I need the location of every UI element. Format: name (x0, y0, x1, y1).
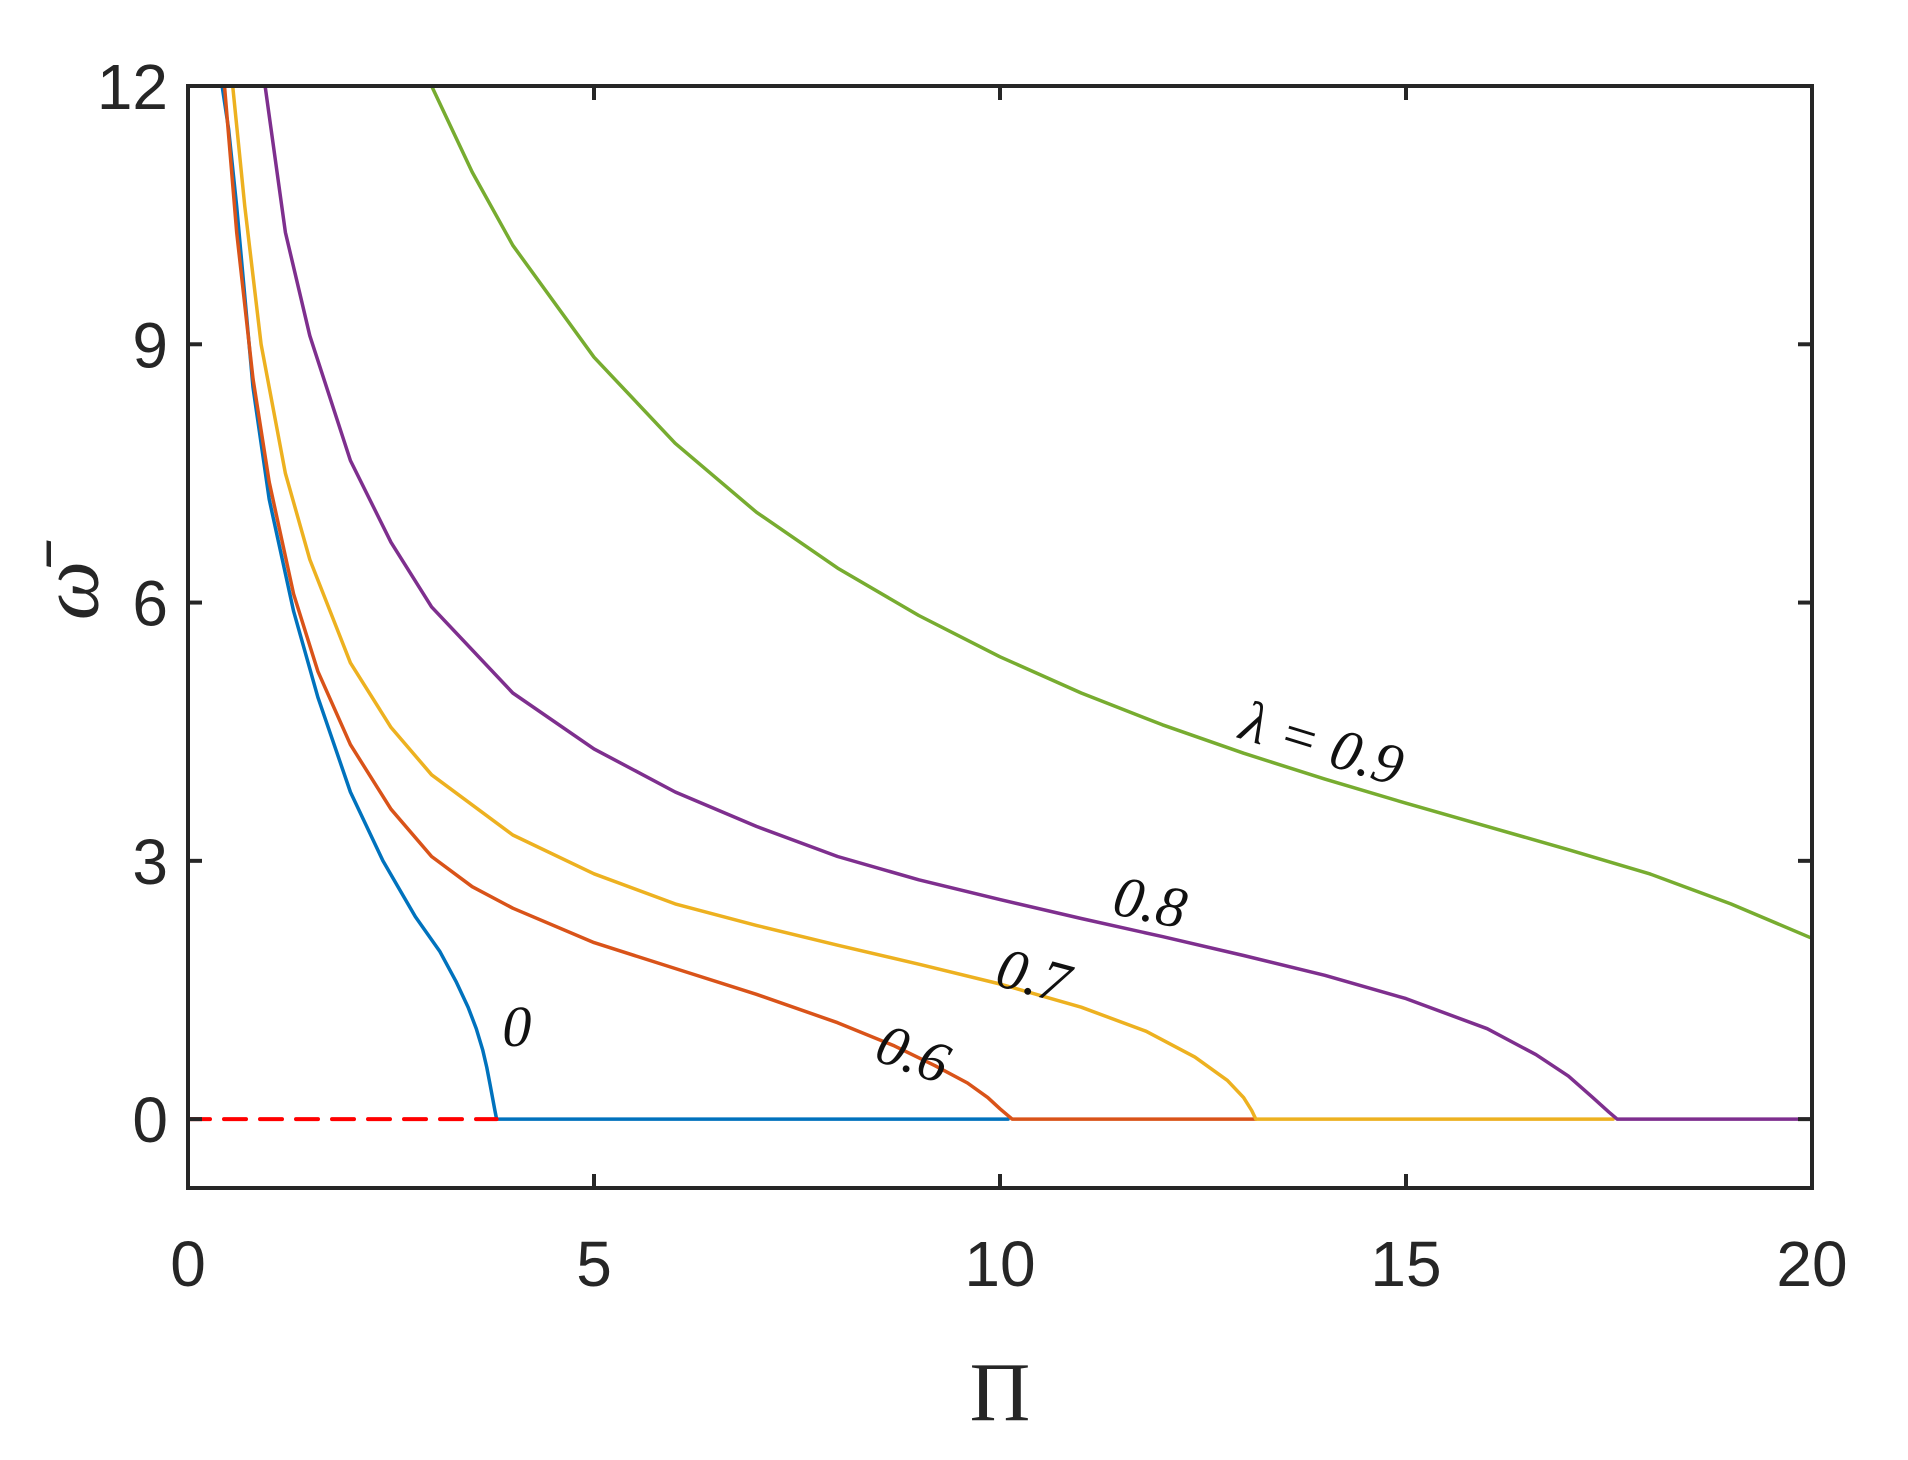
y-tick-label-12: 12 (97, 51, 168, 123)
series-line-0-9 (429, 84, 1814, 941)
plot-area-frame (186, 84, 1814, 1190)
y-tick-label-3: 3 (132, 826, 168, 898)
x-axis-title: Π (970, 1346, 1031, 1439)
series-layer (186, 84, 1814, 1122)
curve-label-3: 0.8 (1108, 863, 1192, 942)
y-tick-label-0: 0 (132, 1084, 168, 1156)
series-line-0-7 (230, 84, 1615, 1121)
series-line-0-6 (222, 84, 1258, 1121)
series-line-0 (220, 84, 1010, 1121)
y-tick-label-6: 6 (132, 568, 168, 640)
x-tick-label-0: 0 (170, 1228, 206, 1300)
curve-label-1: 0.6 (868, 1011, 958, 1097)
curve-label-0: 0 (502, 994, 531, 1059)
x-tick-label-5: 5 (576, 1228, 612, 1300)
curve-label-4: λ = 0.9 (1232, 687, 1411, 798)
axes-layer (186, 84, 1814, 1190)
y-tick-label-9: 9 (132, 309, 168, 381)
ticks-layer: 0 5 10 15 20 0 3 6 9 12 (97, 51, 1848, 1300)
x-tick-label-20: 20 (1776, 1228, 1847, 1300)
y-axis-title: ω̄ (23, 540, 116, 620)
series-line-0-8 (263, 84, 1814, 1121)
x-tick-label-15: 15 (1370, 1228, 1441, 1300)
x-tick-label-10: 10 (964, 1228, 1035, 1300)
